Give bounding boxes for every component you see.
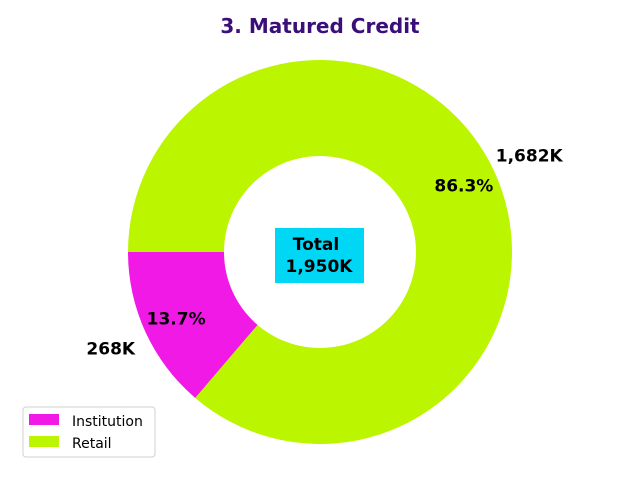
center-total-label: Total — [293, 235, 339, 255]
chart-title: 3. Matured Credit — [220, 14, 420, 38]
value-label-retail: 1,682K — [496, 147, 564, 167]
value-label-institution: 268K — [86, 339, 135, 359]
percent-label-institution: 13.7% — [147, 309, 206, 329]
donut-slices — [128, 60, 513, 445]
legend-swatch-retail — [29, 436, 59, 447]
value-labels: 268K 1,682K — [86, 147, 563, 360]
legend-swatch-institution — [29, 414, 59, 425]
legend: Institution Retail — [22, 406, 156, 458]
slice-retail — [128, 60, 513, 445]
legend-label-retail: Retail — [72, 436, 112, 452]
center-total-value: 1,950K — [286, 257, 354, 277]
center-total-background — [275, 228, 364, 283]
slice-institution — [128, 252, 258, 398]
percent-label-retail: 86.3% — [434, 177, 493, 197]
center-total-box: Total 1,950K — [275, 228, 364, 283]
legend-label-institution: Institution — [72, 414, 143, 430]
percent-labels: 13.7% 86.3% — [147, 177, 494, 330]
